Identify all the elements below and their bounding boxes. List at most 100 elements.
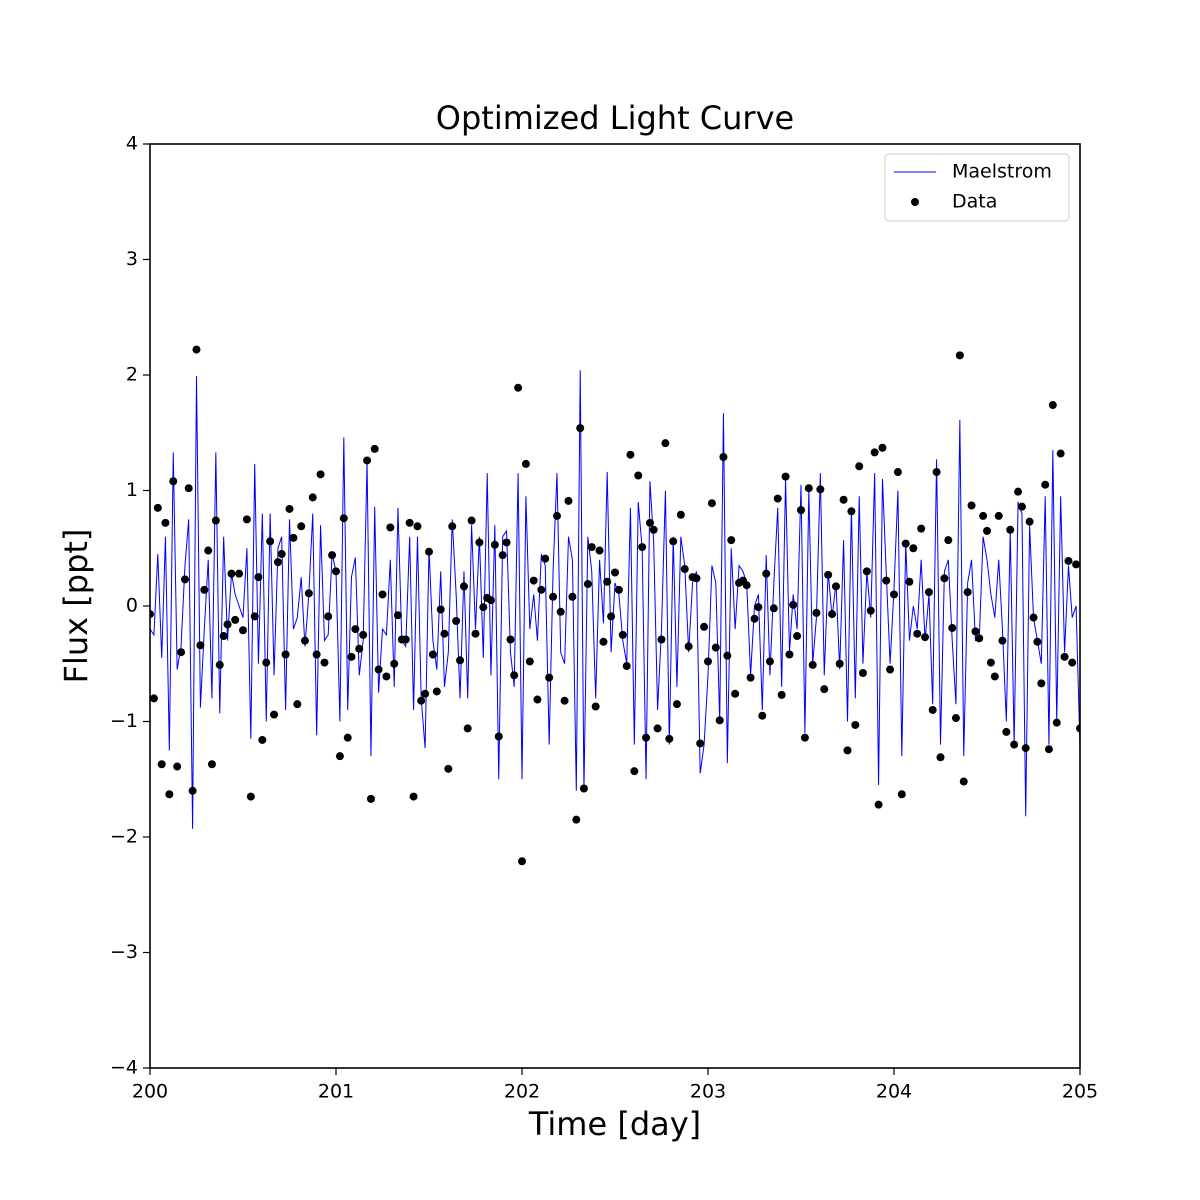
data-point: [1052, 718, 1061, 727]
data-point: [568, 592, 577, 601]
data-point: [785, 650, 794, 659]
data-point: [1010, 740, 1019, 749]
data-point: [1033, 637, 1042, 646]
data-point: [1041, 480, 1050, 489]
data-point: [932, 468, 941, 477]
data-point: [452, 617, 461, 626]
data-point: [413, 522, 422, 531]
data-point: [824, 570, 833, 579]
y-tick-label: 3: [126, 248, 138, 270]
data-point: [762, 569, 771, 578]
data-point: [634, 471, 643, 480]
data-point: [355, 644, 364, 653]
y-tick-label: 1: [126, 479, 138, 501]
data-point: [870, 448, 879, 457]
data-point: [587, 543, 596, 552]
data-point: [440, 629, 449, 638]
data-point: [204, 546, 213, 555]
data-point: [886, 665, 895, 674]
data-point: [258, 735, 267, 744]
data-point: [719, 453, 728, 462]
x-tick-label: 201: [318, 1081, 354, 1103]
data-point: [211, 516, 220, 525]
data-point: [909, 544, 918, 553]
data-point: [1044, 745, 1053, 754]
data-point: [180, 575, 189, 584]
data-point: [998, 636, 1007, 645]
data-point: [351, 625, 360, 634]
data-point: [928, 705, 937, 714]
data-point: [231, 615, 240, 624]
data-point: [645, 518, 654, 527]
data-point: [359, 630, 368, 639]
data-point: [704, 657, 712, 666]
data-point: [436, 605, 445, 614]
data-point: [680, 565, 689, 574]
chart-title: Optimized Light Curve: [436, 99, 794, 137]
data-point: [727, 536, 736, 545]
data-point: [328, 551, 337, 560]
data-point: [366, 794, 375, 803]
data-point: [979, 511, 988, 520]
data-point: [665, 734, 674, 743]
data-point: [308, 493, 317, 502]
data-point: [448, 522, 457, 531]
data-point: [300, 636, 309, 645]
data-point: [994, 511, 1003, 520]
data-point: [223, 620, 232, 629]
data-point: [765, 657, 774, 666]
data-point: [219, 632, 228, 641]
data-point: [324, 612, 333, 621]
data-point: [157, 760, 166, 769]
data-point: [150, 694, 158, 703]
data-point: [390, 659, 399, 668]
data-point: [1029, 613, 1038, 622]
data-point: [1002, 727, 1011, 736]
data-point: [940, 574, 949, 583]
data-point: [490, 540, 499, 549]
data-point: [200, 585, 209, 594]
data-point: [521, 459, 530, 468]
legend-label: Data: [952, 191, 997, 213]
data-point: [913, 629, 922, 638]
data-point: [967, 501, 976, 510]
data-point: [506, 635, 515, 644]
data-point: [281, 650, 290, 659]
data-point: [297, 522, 306, 531]
data-point: [692, 574, 701, 583]
data-point: [564, 496, 573, 505]
data-point: [273, 558, 282, 567]
data-point: [975, 634, 984, 643]
data-point: [471, 629, 480, 638]
data-point: [866, 606, 875, 615]
data-point: [518, 857, 526, 866]
data-point: [475, 538, 484, 547]
data-point: [835, 659, 844, 668]
data-point: [828, 610, 837, 619]
data-point: [459, 582, 468, 591]
data-point: [432, 687, 441, 696]
data-point: [986, 658, 995, 667]
data-point: [335, 752, 344, 761]
data-point: [560, 696, 569, 705]
data-point: [576, 424, 585, 433]
data-point: [552, 511, 561, 520]
data-point: [754, 603, 763, 612]
data-point: [963, 588, 972, 597]
x-tick-label: 202: [504, 1081, 540, 1103]
data-point: [793, 632, 802, 641]
data-point: [711, 643, 720, 652]
data-point: [285, 504, 294, 513]
data-point: [653, 724, 662, 733]
legend-label: Maelstrom: [952, 161, 1052, 183]
data-point: [955, 351, 964, 360]
data-point: [1014, 487, 1023, 496]
data-point: [254, 573, 263, 582]
legend-box: [884, 153, 1070, 222]
data-point: [1056, 449, 1065, 458]
data-point: [797, 506, 805, 515]
data-point: [839, 495, 848, 504]
data-point: [816, 485, 825, 494]
data-point: [882, 576, 891, 585]
